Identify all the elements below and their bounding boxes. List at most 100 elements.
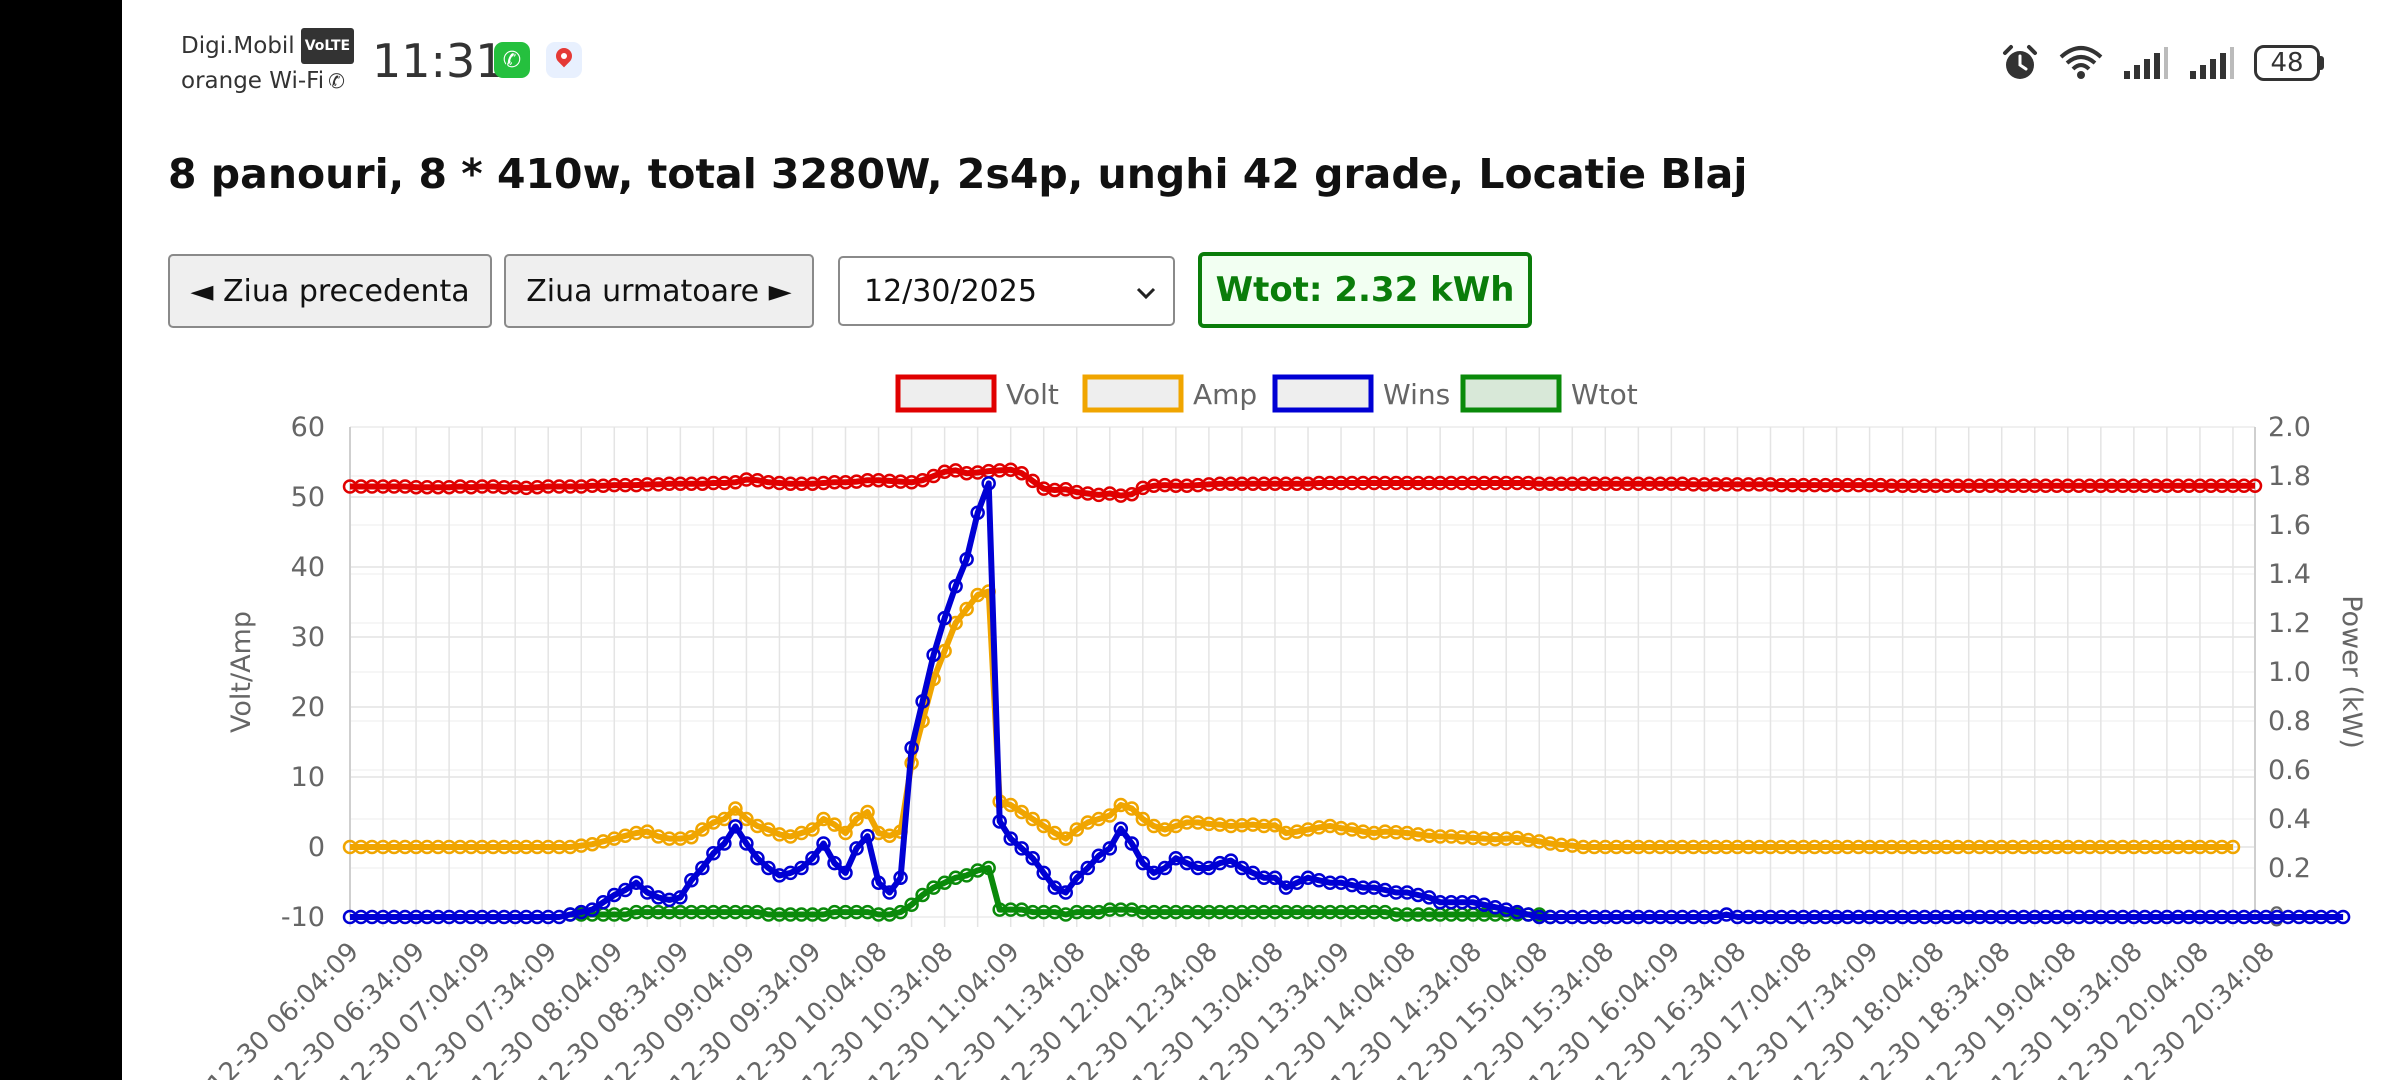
legend-swatch-volt [895, 374, 997, 413]
data-point [1025, 850, 1040, 866]
data-point [959, 601, 974, 617]
chevron-down-icon [1136, 287, 1156, 300]
battery-level: 48 [2254, 45, 2320, 81]
data-point [816, 836, 831, 851]
data-point [1069, 870, 1085, 886]
date-select[interactable]: 12/30/2025 [838, 256, 1175, 326]
data-point [959, 552, 974, 567]
data-point [1157, 860, 1173, 876]
data-point [849, 841, 864, 856]
data-point [695, 860, 710, 876]
data-point [684, 829, 699, 845]
data-point [1135, 811, 1151, 827]
data-point [882, 885, 897, 900]
data-point [695, 822, 710, 837]
data-point [827, 817, 842, 832]
data-point [717, 811, 732, 827]
right-tick-label: 1.0 [2268, 657, 2311, 688]
maps-icon [546, 42, 582, 78]
data-point [904, 740, 919, 756]
data-point [1135, 855, 1151, 871]
data-point [596, 895, 611, 910]
data-point [1047, 825, 1062, 841]
left-tick-label: 20 [291, 692, 325, 723]
right-tick-label: 0.4 [2268, 804, 2311, 835]
status-clock: 11:31 [372, 34, 505, 88]
data-point [629, 875, 644, 890]
data-point [739, 811, 754, 827]
data-point [750, 850, 765, 866]
legend-swatch-wins [1272, 374, 1374, 413]
data-point [1069, 822, 1085, 837]
data-point [1223, 853, 1239, 868]
left-tick-label: 40 [291, 552, 325, 583]
legend-swatch-wtot [1460, 374, 1562, 413]
data-point [860, 828, 875, 844]
chart-legend: Volt Amp Wins Wtot [895, 374, 1638, 413]
left-tick-label: 0 [308, 832, 325, 863]
series-line-amp [350, 588, 2233, 850]
data-point [1113, 821, 1129, 837]
legend-swatch-amp [1082, 374, 1184, 413]
data-point [1091, 848, 1107, 863]
data-point [585, 902, 600, 917]
volte-badge: VoLTE [300, 28, 355, 64]
left-black-bar [0, 0, 122, 1080]
data-point [1025, 473, 1040, 489]
right-tick-label: 2.0 [2268, 412, 2311, 443]
left-tick-label: -10 [281, 902, 325, 933]
page-title: 8 panouri, 8 * 410w, total 3280W, 2s4p, … [168, 150, 1748, 198]
data-point [937, 610, 952, 626]
wifi-calling-icon: ✆ [328, 69, 345, 93]
data-point [1080, 860, 1096, 876]
alarm-icon [2003, 45, 2037, 79]
status-icons: 48 [2000, 38, 2324, 88]
right-tick-label: 0.2 [2268, 853, 2311, 884]
data-point [893, 870, 908, 886]
data-point [1036, 865, 1051, 881]
data-point [673, 890, 688, 905]
data-point [1058, 831, 1074, 846]
data-point [618, 882, 633, 898]
data-point [871, 875, 886, 890]
prev-day-button[interactable]: ◄ Ziua precedenta [168, 254, 492, 328]
chart-series [342, 462, 2351, 925]
signal-icon [2124, 47, 2168, 79]
data-point [717, 836, 732, 851]
data-point [706, 846, 721, 861]
data-point [992, 814, 1007, 829]
data-point [893, 904, 908, 920]
data-point [2335, 909, 2351, 925]
data-point [904, 897, 919, 912]
data-point [827, 855, 842, 871]
data-point [739, 836, 754, 851]
left-tick-label: 10 [291, 762, 325, 793]
data-point [1014, 804, 1029, 820]
data-point [926, 647, 941, 663]
data-point [849, 811, 864, 827]
whatsapp-icon: ✆ [494, 42, 530, 78]
data-point [1003, 797, 1018, 813]
data-point [1124, 801, 1140, 816]
next-day-button[interactable]: Ziua urmatoare ► [504, 254, 814, 328]
signal-icon [2190, 47, 2234, 79]
date-select-value: 12/30/2025 [864, 273, 1037, 309]
wtot-badge: Wtot: 2.32 kWh [1198, 252, 1532, 328]
wifi-icon [2059, 46, 2103, 79]
right-tick-label: 0.6 [2268, 755, 2311, 786]
data-point [1124, 486, 1140, 502]
right-tick-label: 1.8 [2268, 461, 2311, 492]
data-point [805, 822, 820, 837]
chart-axes: 60 50 40 30 20 10 0 -10 2.0 1.8 1.6 1.4 1.2 1.0 0.8 0.6… [202, 412, 2367, 1080]
data-point [1003, 831, 1018, 846]
right-tick-label: 1.6 [2268, 510, 2311, 541]
data-point [1014, 465, 1029, 481]
data-point [761, 860, 776, 876]
data-point [981, 860, 996, 876]
data-point [948, 579, 963, 594]
carrier-2-label: orange Wi-Fi [181, 68, 325, 94]
data-point [970, 505, 985, 520]
legend-label-volt: Volt [1006, 378, 1059, 411]
data-point [794, 860, 809, 876]
data-point [838, 865, 853, 881]
